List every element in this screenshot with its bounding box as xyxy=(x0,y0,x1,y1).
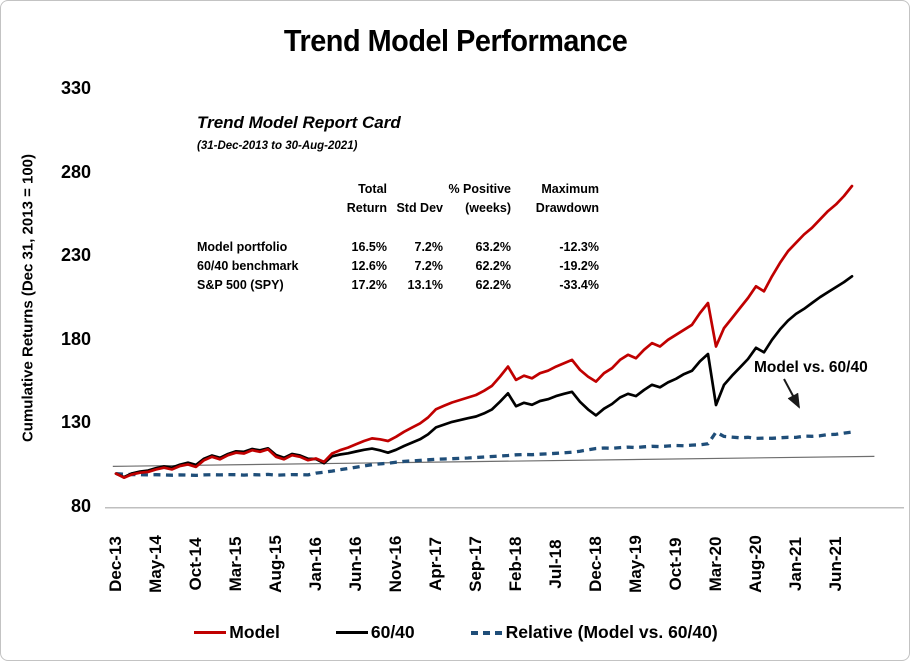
y-tick-label: 130 xyxy=(60,412,91,433)
x-tick-label: Jun-21 xyxy=(826,536,845,592)
report-card-title: Trend Model Report Card xyxy=(197,113,401,132)
report-card-table: Total % Positive Maximum Return Std Dev (week… xyxy=(197,180,599,295)
rc-value: 62.2% xyxy=(475,259,511,273)
rc-value: -33.4% xyxy=(559,278,599,292)
legend-item-model: Model xyxy=(194,622,280,643)
baseline-line xyxy=(112,455,875,467)
rc-value: 7.2% xyxy=(414,259,444,273)
annotation-arrow xyxy=(783,378,800,409)
rc-value: 16.5% xyxy=(351,240,387,254)
x-tick-label: Oct-14 xyxy=(186,537,205,591)
x-tick-label: Nov-16 xyxy=(386,535,405,593)
model-line-swatch xyxy=(194,630,227,635)
y-tick-label: 280 xyxy=(60,161,91,182)
page-title-text: Trend Model Performance xyxy=(284,23,628,58)
rc-column-header: Maximum xyxy=(541,182,599,196)
x-tick-label: Jul-18 xyxy=(546,539,565,589)
annotation-model-vs-6040: Model vs. 60/40 xyxy=(754,359,868,376)
page-title: Trend Model Performance xyxy=(1,23,909,59)
y-axis-title: Cumulative Returns (Dec 31, 2013 = 100) xyxy=(19,153,37,443)
x-tick-label: Sep-17 xyxy=(466,536,485,592)
x-tick-label: May-19 xyxy=(626,535,645,593)
rc-spacer xyxy=(197,218,599,238)
x-tick-label: Apr-17 xyxy=(426,537,445,591)
x-tick-label: Oct-19 xyxy=(666,537,685,591)
x-tick-label: Jun-16 xyxy=(346,536,365,592)
rc-value: 7.2% xyxy=(414,240,444,254)
rc-column-header: % Positive xyxy=(448,182,511,196)
rc-value: 13.1% xyxy=(407,278,443,292)
rc-value: 63.2% xyxy=(475,240,511,254)
x-tick-label: Dec-18 xyxy=(586,536,605,592)
rc-row-label: Model portfolio xyxy=(197,240,288,254)
legend-label-relative: Relative (Model vs. 60/40) xyxy=(505,622,718,642)
rc-column-header: Return xyxy=(346,201,387,215)
benchmark-line-swatch xyxy=(335,630,368,635)
x-tick-label: Dec-13 xyxy=(106,536,125,592)
y-tick-label: 230 xyxy=(60,245,91,266)
rc-column-header: (weeks) xyxy=(465,201,511,215)
relative-line-swatch xyxy=(470,630,503,635)
rc-header-corner xyxy=(197,180,335,199)
x-tick-label: Aug-20 xyxy=(746,535,765,593)
rc-column-header: Total xyxy=(358,182,387,196)
x-tick-label: Feb-18 xyxy=(506,536,525,592)
report-card: Trend Model Report Card (31-Dec-2013 to … xyxy=(197,113,599,295)
legend-label-model: Model xyxy=(229,622,280,642)
rc-value: -12.3% xyxy=(559,240,599,254)
series-line-relative xyxy=(115,430,853,478)
rc-value: 17.2% xyxy=(351,278,387,292)
legend-item-6040: 60/40 xyxy=(335,622,415,643)
x-tick-label: Mar-15 xyxy=(226,536,245,592)
series-line-model xyxy=(114,184,854,480)
legend-item-relative: Relative (Model vs. 60/40) xyxy=(470,622,718,643)
rc-column-header xyxy=(387,180,443,199)
rc-column-header: Std Dev xyxy=(396,201,443,215)
x-tick-label: Jan-16 xyxy=(306,537,325,591)
rc-value: 62.2% xyxy=(475,278,511,292)
x-tick-label: Mar-20 xyxy=(706,536,725,592)
chart-legend: Model 60/40 Relative (Model vs. 60/40) xyxy=(1,622,909,643)
rc-value: -19.2% xyxy=(559,259,599,273)
series-line-6040 xyxy=(114,274,854,479)
y-tick-label: 80 xyxy=(70,496,91,516)
rc-header-corner xyxy=(197,199,335,218)
rc-row-label: 60/40 benchmark xyxy=(197,259,299,273)
rc-column-header: Drawdown xyxy=(535,201,599,215)
rc-row-label: S&P 500 (SPY) xyxy=(197,278,284,292)
x-tick-label: Aug-15 xyxy=(266,535,285,593)
report-card-subtitle: (31-Dec-2013 to 30-Aug-2021) xyxy=(197,140,358,152)
rc-value: 12.6% xyxy=(351,259,387,273)
y-tick-label: 180 xyxy=(60,328,91,349)
y-tick-label: 330 xyxy=(60,78,91,98)
x-tick-label: Jan-21 xyxy=(786,537,805,591)
legend-label-6040: 60/40 xyxy=(370,622,415,642)
x-tick-label: May-14 xyxy=(146,535,165,593)
